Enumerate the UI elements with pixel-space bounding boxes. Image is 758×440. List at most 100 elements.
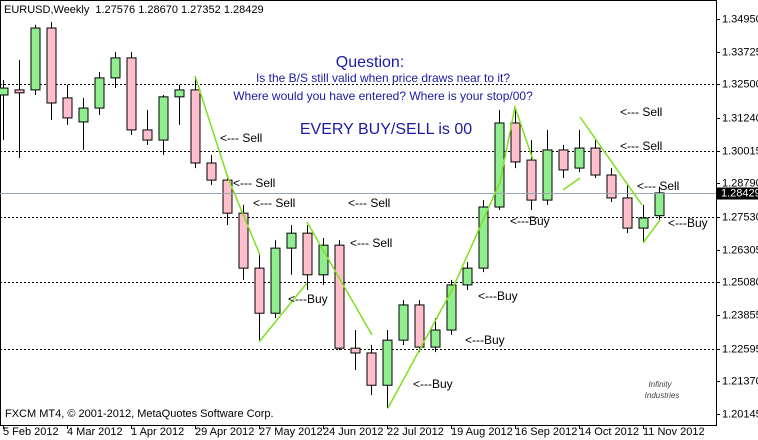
- candle-body: [542, 149, 553, 201]
- annotation: <--- Sell: [233, 176, 275, 190]
- annotation: <---Buy: [478, 289, 518, 303]
- candle-body: [0, 87, 9, 96]
- subtitle: Where would you have entered? Where is y…: [233, 89, 533, 103]
- x-tick-label: 29 Apr 2012: [195, 426, 254, 438]
- y-tick-label: 1.30015: [722, 145, 758, 157]
- annotation: <---Buy: [510, 214, 550, 228]
- candle-body: [110, 57, 121, 79]
- y-tick-label: 1.22595: [722, 343, 758, 355]
- annotation: <--- Sell: [637, 179, 679, 193]
- candle-body: [174, 89, 185, 98]
- trend-line: [387, 104, 534, 409]
- candle-body: [254, 267, 265, 314]
- question: Question:: [336, 54, 404, 71]
- candle-body: [94, 77, 105, 109]
- candle-body: [590, 147, 601, 176]
- candle-body: [270, 247, 281, 314]
- annotation: <--- Sell: [350, 236, 392, 250]
- x-tick-label: 4 Mar 2012: [67, 426, 123, 438]
- annotation: <--- Sell: [220, 131, 262, 145]
- x-tick-label: 27 May 2012: [259, 426, 323, 438]
- candle-body: [30, 27, 41, 91]
- candle-body: [302, 232, 313, 276]
- candle-body: [398, 304, 409, 341]
- trend-line: [258, 282, 308, 343]
- candle-body: [446, 284, 457, 331]
- x-tick-label: 14 Oct 2012: [579, 426, 639, 438]
- y-tick-label: 1.32500: [722, 78, 758, 90]
- trend-lines: [194, 75, 661, 409]
- annotation: <--- Sell: [253, 196, 295, 210]
- x-tick-label: 19 Aug 2012: [451, 426, 513, 438]
- candle-body: [622, 197, 633, 229]
- trend-line: [194, 75, 261, 256]
- candle-body: [206, 162, 217, 181]
- candle-body: [334, 244, 345, 349]
- x-tick-label: 1 Apr 2012: [131, 426, 184, 438]
- trend-line: [562, 177, 581, 191]
- candle-body: [14, 89, 25, 94]
- annotation: <---Buy: [668, 216, 708, 230]
- candle-body: [222, 179, 233, 214]
- candle-body: [286, 232, 297, 249]
- annotation: <--- Sell: [620, 105, 662, 119]
- candle-body: [462, 267, 473, 286]
- candle-body: [638, 217, 649, 229]
- candle-body: [382, 339, 393, 386]
- y-tick-label: 1.20145: [722, 408, 758, 420]
- x-tick-label: 24 Jun 2012: [323, 426, 384, 438]
- candle-body: [126, 57, 137, 131]
- candle-body: [574, 147, 585, 169]
- y-tick-label: 1.25080: [722, 276, 758, 288]
- trend-line: [306, 221, 373, 336]
- x-tick-label: 11 Nov 2012: [643, 426, 705, 438]
- candle-body: [414, 304, 425, 348]
- current-price-label: 1.28429: [721, 187, 758, 199]
- logo: Industries: [645, 391, 680, 400]
- candle-body: [558, 149, 569, 171]
- y-tick-label: 1.23855: [722, 309, 758, 321]
- y-tick-label: 1.33725: [722, 46, 758, 58]
- candle-body: [190, 89, 201, 164]
- y-tick-label: 1.27530: [722, 211, 758, 223]
- trend-line: [579, 116, 643, 206]
- candle-body: [366, 352, 377, 386]
- current-price-box: [717, 187, 758, 200]
- candle-body: [158, 96, 169, 141]
- candle-body: [350, 347, 361, 354]
- y-tick-label: 1.31240: [722, 112, 758, 124]
- x-tick-label: 16 Sep 2012: [515, 426, 577, 438]
- annotation: <---Buy: [288, 292, 328, 306]
- candle-body: [142, 129, 153, 141]
- x-tick-label: 22 Jul 2012: [387, 426, 444, 438]
- trend-line: [642, 219, 661, 244]
- candle-body: [62, 97, 73, 119]
- logo: Infinity: [648, 380, 672, 389]
- annotation: <--- Sell: [620, 139, 662, 153]
- candle-body: [430, 329, 441, 348]
- subtitle: Is the B/S still valid when price draws …: [256, 71, 510, 85]
- annotation: <--- Sell: [348, 196, 390, 210]
- headline: EVERY BUY/SELL is 00: [300, 121, 472, 138]
- x-tick-label: 5 Feb 2012: [3, 426, 59, 438]
- candle-body: [510, 122, 521, 163]
- candle-body: [606, 174, 617, 199]
- footer: FXCM MT4, © 2001-2012, MetaQuotes Softwa…: [5, 408, 274, 420]
- y-tick-label: 1.21370: [722, 375, 758, 387]
- annotation: <---Buy: [465, 333, 505, 347]
- candle-body: [78, 107, 89, 123]
- marks: [0, 21, 716, 409]
- candle-body: [46, 27, 57, 104]
- candle-body: [654, 192, 665, 217]
- y-tick-label: 1.26305: [722, 244, 758, 256]
- plot-frame: [0, 0, 717, 426]
- candle-body: [238, 212, 249, 269]
- symbol: EURUSD,Weekly: [4, 4, 90, 16]
- candle-body: [526, 159, 537, 201]
- header: EURUSD,Weekly 1.27576 1.28670 1.27352 1.2…: [4, 4, 264, 16]
- y-tick-label: 1.28790: [722, 177, 758, 189]
- y-tick-label: 1.34950: [722, 13, 758, 25]
- candle-body: [478, 206, 489, 269]
- annotation: <---Buy: [413, 377, 453, 391]
